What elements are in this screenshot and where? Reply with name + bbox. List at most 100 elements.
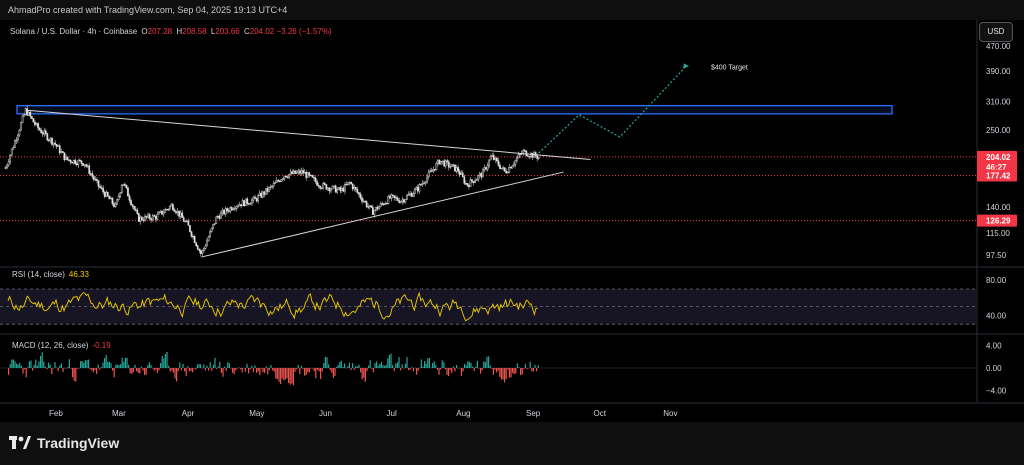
macd-histogram-bar [225, 368, 227, 371]
macd-histogram-bar [366, 368, 368, 372]
macd-histogram-bar [444, 368, 446, 370]
candle [48, 139, 50, 142]
candle [368, 205, 371, 207]
candle [235, 206, 238, 209]
macd-histogram-bar [137, 368, 139, 374]
candle [63, 152, 66, 161]
macd-histogram-bar [475, 366, 477, 368]
trendline-ascending-support[interactable] [201, 171, 564, 258]
macd-histogram-bar [64, 367, 66, 369]
candle [514, 159, 517, 165]
macd-histogram-bar [254, 365, 256, 368]
candle [381, 203, 383, 205]
macd-histogram-bar [51, 368, 53, 375]
macd-histogram-bar [256, 368, 258, 373]
candle [356, 188, 359, 193]
candle [187, 220, 190, 226]
candle [330, 188, 332, 192]
trendline-descending-resistance[interactable] [25, 109, 591, 161]
chart-area[interactable] [0, 20, 1024, 422]
macd-histogram-bar [104, 358, 106, 368]
macd-histogram-bar [156, 368, 158, 373]
candle [199, 250, 202, 254]
rsi-line[interactable] [7, 291, 538, 322]
macd-histogram-bar [257, 368, 259, 372]
macd-histogram-bar [315, 368, 317, 379]
macd-histogram-bar [188, 368, 190, 372]
candle [212, 223, 215, 229]
price-badge-support-1 [977, 169, 1017, 182]
candle [128, 195, 131, 201]
candle [89, 173, 92, 175]
price-badge-label-current-price: 204.02 [986, 153, 1011, 162]
candle [108, 195, 111, 200]
candle [306, 172, 309, 178]
candle [173, 209, 176, 212]
macd-histogram-bar [499, 368, 501, 377]
candle [474, 180, 476, 183]
candle [282, 178, 284, 180]
macd-histogram-bar [105, 354, 107, 368]
candle [449, 166, 452, 168]
candle [215, 216, 218, 224]
candle [506, 172, 509, 174]
tradingview-logo[interactable]: TradingView [9, 435, 119, 451]
macd-histogram-bar [83, 362, 85, 368]
macd-histogram-bar [432, 363, 434, 368]
candle [509, 166, 512, 169]
macd-histogram-bar [428, 358, 430, 368]
candle [255, 198, 258, 202]
candle [345, 183, 348, 186]
macd-histogram-bar [321, 368, 323, 372]
macd-histogram-bar [140, 366, 142, 368]
macd-y-tick-label: 4.00 [986, 341, 1002, 350]
candle [492, 155, 495, 160]
macd-histogram-bar [124, 358, 126, 368]
candle [46, 133, 49, 141]
candle [367, 206, 370, 208]
macd-histogram-bar [112, 368, 114, 371]
top-bar: AhmadPro created with TradingView.com, S… [0, 0, 1024, 20]
candle [88, 165, 91, 174]
candle [164, 209, 167, 213]
candle [141, 216, 143, 221]
macd-histogram-bar [243, 367, 245, 369]
candle [403, 199, 405, 203]
macd-histogram-bar [30, 360, 32, 368]
macd-histogram-bar [38, 361, 40, 368]
candle [79, 159, 81, 162]
projection-path[interactable] [538, 67, 686, 154]
macd-histogram-bar [478, 368, 480, 369]
candle [274, 182, 277, 184]
macd-histogram-bar [49, 364, 51, 368]
macd-histogram-bar [406, 357, 408, 368]
resistance-zone[interactable] [16, 105, 893, 115]
candle [130, 200, 132, 206]
macd-histogram-bar [62, 368, 64, 372]
candle [279, 180, 281, 183]
candle [277, 180, 280, 182]
candle [176, 210, 179, 214]
candle [97, 180, 100, 187]
macd-histogram-bar [48, 362, 50, 368]
macd-histogram-bar [273, 368, 275, 372]
currency-button[interactable]: USD [979, 22, 1013, 42]
candle [519, 153, 521, 156]
candle [161, 210, 163, 215]
candle [77, 159, 80, 166]
candle [209, 231, 211, 238]
candle [139, 216, 142, 222]
candle [179, 212, 182, 217]
candle [443, 160, 445, 167]
macd-histogram-bar [369, 360, 371, 368]
x-tick-label: Nov [663, 409, 677, 418]
candle [310, 174, 312, 177]
candle [110, 197, 112, 200]
chart-svg[interactable]: 470.00 390.00 310.00 250.00 140.00 115.00 97.5… [0, 0, 1024, 422]
candle [527, 155, 529, 157]
candle [395, 197, 397, 199]
candle [384, 203, 387, 205]
candle [412, 193, 414, 197]
macd-histogram-bar [424, 360, 426, 368]
macd-histogram-bar [171, 368, 173, 371]
